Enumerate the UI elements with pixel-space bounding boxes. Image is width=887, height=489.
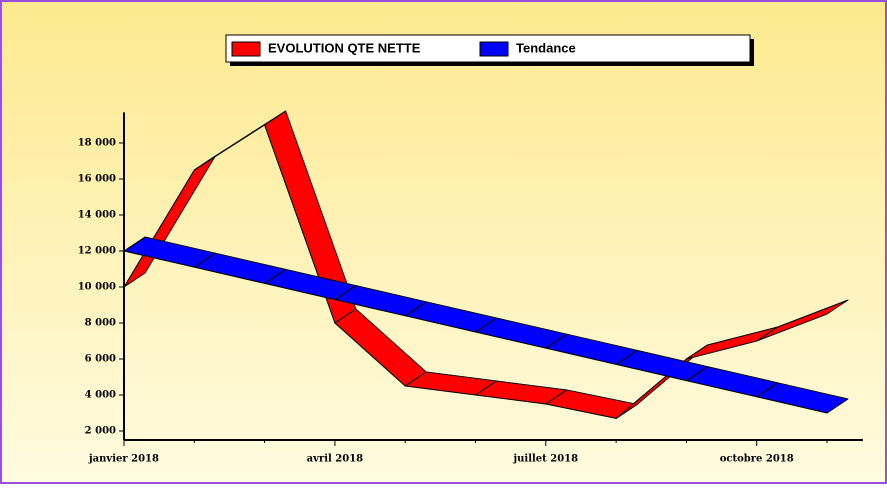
y-tick-label: 2 000 [85, 426, 116, 437]
legend-label: EVOLUTION QTE NETTE [268, 40, 421, 55]
x-tick-label: avril 2018 [307, 454, 364, 465]
legend-swatch [479, 41, 509, 57]
ribbon-segment [756, 299, 849, 342]
legend-swatch [231, 41, 261, 57]
y-tick-label: 14 000 [78, 210, 116, 221]
legend-label: Tendance [516, 40, 576, 55]
y-tick-label: 4 000 [85, 390, 116, 401]
y-tick-label: 8 000 [85, 318, 116, 329]
y-tick-label: 18 000 [78, 138, 116, 149]
y-tick-label: 6 000 [85, 354, 116, 365]
y-tick-label: 12 000 [78, 246, 116, 257]
y-tick-label: 16 000 [78, 174, 116, 185]
x-tick-label: janvier 2018 [88, 454, 159, 465]
ribbon-segment [756, 382, 849, 414]
y-tick-label: 10 000 [78, 282, 116, 293]
x-tick-label: octobre 2018 [720, 454, 794, 465]
x-tick-label: juillet 2018 [513, 454, 579, 465]
